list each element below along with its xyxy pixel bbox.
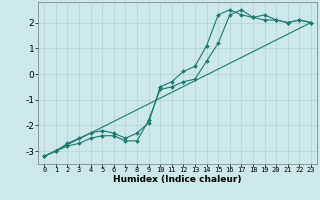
X-axis label: Humidex (Indice chaleur): Humidex (Indice chaleur) [113,175,242,184]
